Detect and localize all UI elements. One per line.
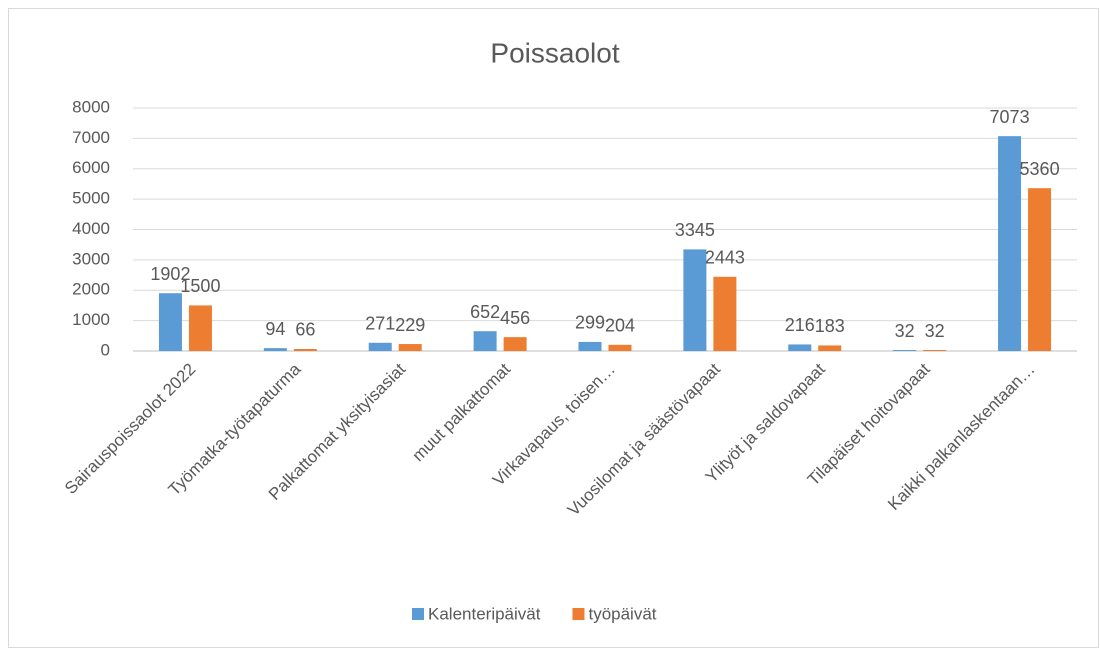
bar: [923, 350, 947, 351]
data-label: 204: [605, 316, 635, 336]
bar: [368, 342, 392, 351]
data-label: 3345: [675, 220, 715, 240]
data-label: 229: [395, 315, 425, 335]
bar: [158, 293, 182, 351]
bar: [608, 344, 632, 351]
y-tick-label: 7000: [72, 128, 110, 147]
data-label: 66: [295, 320, 315, 340]
y-tick-label: 5000: [72, 189, 110, 208]
data-label: 216: [785, 315, 815, 335]
legend-swatch: [412, 608, 424, 620]
data-label: 1500: [180, 276, 220, 296]
data-label: 299: [575, 313, 605, 333]
bar: [713, 276, 737, 351]
data-label: 1902: [150, 264, 190, 284]
y-tick-label: 0: [101, 340, 110, 359]
data-label: 32: [895, 321, 915, 341]
data-label: 652: [470, 302, 500, 322]
data-label: 271: [365, 314, 395, 334]
data-label: 94: [265, 319, 285, 339]
bar: [473, 331, 497, 351]
y-tick-label: 4000: [72, 219, 110, 238]
data-label: 7073: [990, 107, 1030, 127]
bar: [578, 341, 602, 351]
bar: [293, 348, 317, 351]
bar: [263, 348, 287, 351]
bar: [188, 305, 212, 351]
chart-title: Poissaolot: [490, 37, 619, 68]
bar: [998, 136, 1022, 351]
y-tick-label: 6000: [72, 158, 110, 177]
legend-label: työpäivät: [588, 604, 656, 623]
y-tick-label: 8000: [72, 97, 110, 116]
bar: [788, 344, 812, 351]
data-label: 2443: [705, 248, 745, 268]
data-label: 32: [925, 321, 945, 341]
y-tick-label: 1000: [72, 310, 110, 329]
y-tick-label: 3000: [72, 249, 110, 268]
bar: [893, 350, 917, 351]
bar: [683, 249, 707, 351]
data-label: 183: [815, 316, 845, 336]
bar: [503, 337, 527, 351]
data-label: 456: [500, 308, 530, 328]
legend-label: Kalenteripäivät: [428, 604, 541, 623]
bar: [818, 345, 842, 351]
legend-swatch: [572, 608, 585, 620]
bar: [1028, 188, 1052, 351]
y-tick-label: 2000: [72, 280, 110, 299]
data-label: 5360: [1020, 159, 1060, 179]
bar: [398, 344, 422, 351]
